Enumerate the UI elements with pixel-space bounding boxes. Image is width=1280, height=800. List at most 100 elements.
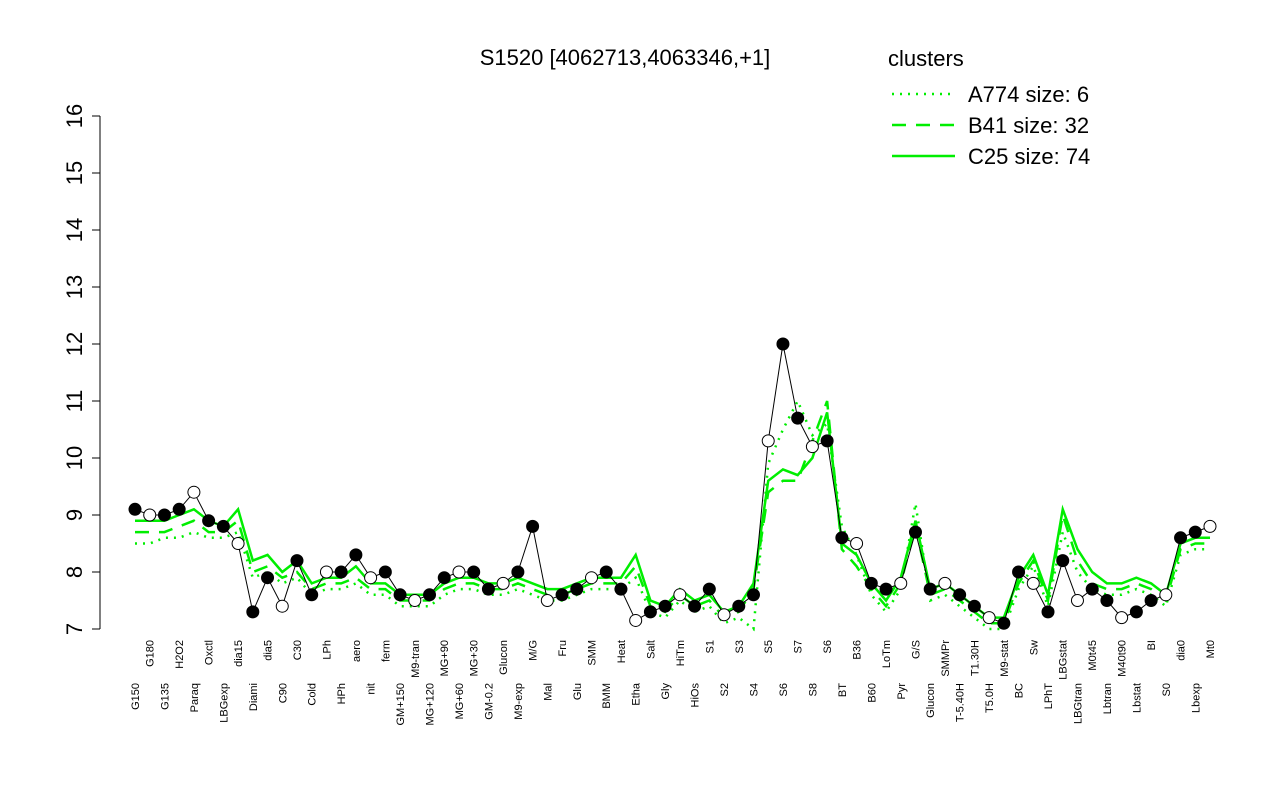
x-tick-label: M0t45 <box>1087 640 1099 671</box>
y-tick-label: 9 <box>62 509 87 521</box>
x-tick-label: Gly <box>660 683 672 700</box>
y-tick-label: 10 <box>62 446 87 470</box>
x-tick-label: M9-tran <box>410 640 422 678</box>
x-tick-label: Diami <box>248 683 260 711</box>
x-tick-label: SMM <box>587 640 599 666</box>
y-tick-label: 8 <box>62 566 87 578</box>
cluster-line <box>135 400 1210 625</box>
data-point <box>1159 588 1173 602</box>
data-point <box>570 582 584 596</box>
data-point <box>879 582 893 596</box>
x-tick-label: S3 <box>734 640 746 653</box>
x-tick-label: SMMPr <box>940 640 952 677</box>
x-tick-label: S1 <box>704 640 716 653</box>
data-point <box>835 531 849 545</box>
data-point <box>1070 594 1084 607</box>
data-point <box>1115 611 1129 625</box>
x-tick-label: S6 <box>778 683 790 696</box>
data-point <box>585 571 599 585</box>
data-point <box>629 613 643 627</box>
x-tick-label: Lbtran <box>1102 683 1114 714</box>
data-point <box>246 605 260 619</box>
data-point <box>967 599 981 613</box>
x-tick-label: BI <box>1146 640 1158 650</box>
y-tick-label: 15 <box>62 161 87 185</box>
x-tick-label: Paraq <box>189 683 201 712</box>
data-point <box>864 576 878 590</box>
data-point <box>290 554 304 568</box>
data-point <box>791 411 805 425</box>
x-tick-label: HiTm <box>675 640 687 666</box>
data-point <box>746 588 760 602</box>
data-point <box>717 608 731 622</box>
data-point <box>305 588 319 602</box>
x-tick-label: B60 <box>866 683 878 703</box>
data-point <box>511 565 525 579</box>
x-tick-label: S6 <box>822 640 834 653</box>
data-point <box>393 588 407 602</box>
data-point <box>982 611 996 625</box>
data-point <box>1056 554 1070 568</box>
x-tick-label: S0 <box>1161 683 1173 696</box>
data-point <box>187 485 201 499</box>
data-point <box>378 565 392 579</box>
x-tick-label: MG+120 <box>425 683 437 726</box>
data-point <box>437 571 451 585</box>
data-point <box>1100 594 1114 607</box>
data-point <box>481 582 495 596</box>
data-point <box>128 502 142 516</box>
x-tick-label: G/S <box>910 640 922 659</box>
x-tick-label: T5.0H <box>984 683 996 713</box>
x-tick-label: S8 <box>807 683 819 696</box>
legend-label: B41 size: 32 <box>968 113 1089 138</box>
x-tick-label: Cold <box>307 683 319 706</box>
data-point <box>1026 576 1040 590</box>
x-tick-label: Glu <box>572 683 584 700</box>
x-tick-label: MG+60 <box>454 683 466 719</box>
data-point <box>850 537 864 550</box>
x-tick-label: C30 <box>292 640 304 660</box>
x-tick-label: M9-exp <box>513 683 525 720</box>
x-tick-label: G150 <box>130 683 142 710</box>
x-tick-label: LBGexp <box>218 683 230 723</box>
x-tick-label: LPh <box>321 640 333 660</box>
data-point <box>1188 525 1202 539</box>
x-tick-label: B36 <box>852 640 864 660</box>
x-tick-label: S5 <box>763 640 775 653</box>
x-tick-label: ferm <box>380 640 392 662</box>
data-point <box>658 599 672 613</box>
data-point <box>820 434 834 448</box>
data-point <box>953 588 967 602</box>
data-point <box>364 571 378 585</box>
data-point <box>599 565 613 579</box>
data-point <box>555 588 569 602</box>
data-point <box>938 576 952 590</box>
x-tick-label: LPhT <box>1043 683 1055 710</box>
data-point <box>908 525 922 539</box>
x-tick-label: dia5 <box>263 640 275 661</box>
y-tick-label: 16 <box>62 104 87 128</box>
data-point <box>423 588 437 602</box>
x-tick-label: G135 <box>159 683 171 710</box>
data-point <box>776 337 790 351</box>
x-tick-label: Lbexp <box>1190 683 1202 713</box>
y-tick-label: 11 <box>62 390 87 413</box>
data-point <box>732 599 746 613</box>
legend-label: A774 size: 6 <box>968 82 1089 107</box>
data-point <box>172 502 186 516</box>
data-point <box>1203 519 1217 533</box>
x-tick-label: dia0 <box>1176 640 1188 661</box>
data-point <box>643 605 657 619</box>
x-tick-label: GM+150 <box>395 683 407 726</box>
data-point <box>1041 605 1055 619</box>
data-point <box>1144 594 1158 607</box>
x-tick-label: Heat <box>616 640 628 663</box>
data-point <box>1174 531 1188 545</box>
data-point <box>1129 605 1143 619</box>
x-tick-label: T-5.40H <box>955 683 967 722</box>
x-tick-label: Glucon <box>925 683 937 718</box>
x-tick-label: Sw <box>1028 640 1040 655</box>
x-tick-label: M9-stat <box>999 640 1011 677</box>
data-point <box>894 576 908 590</box>
